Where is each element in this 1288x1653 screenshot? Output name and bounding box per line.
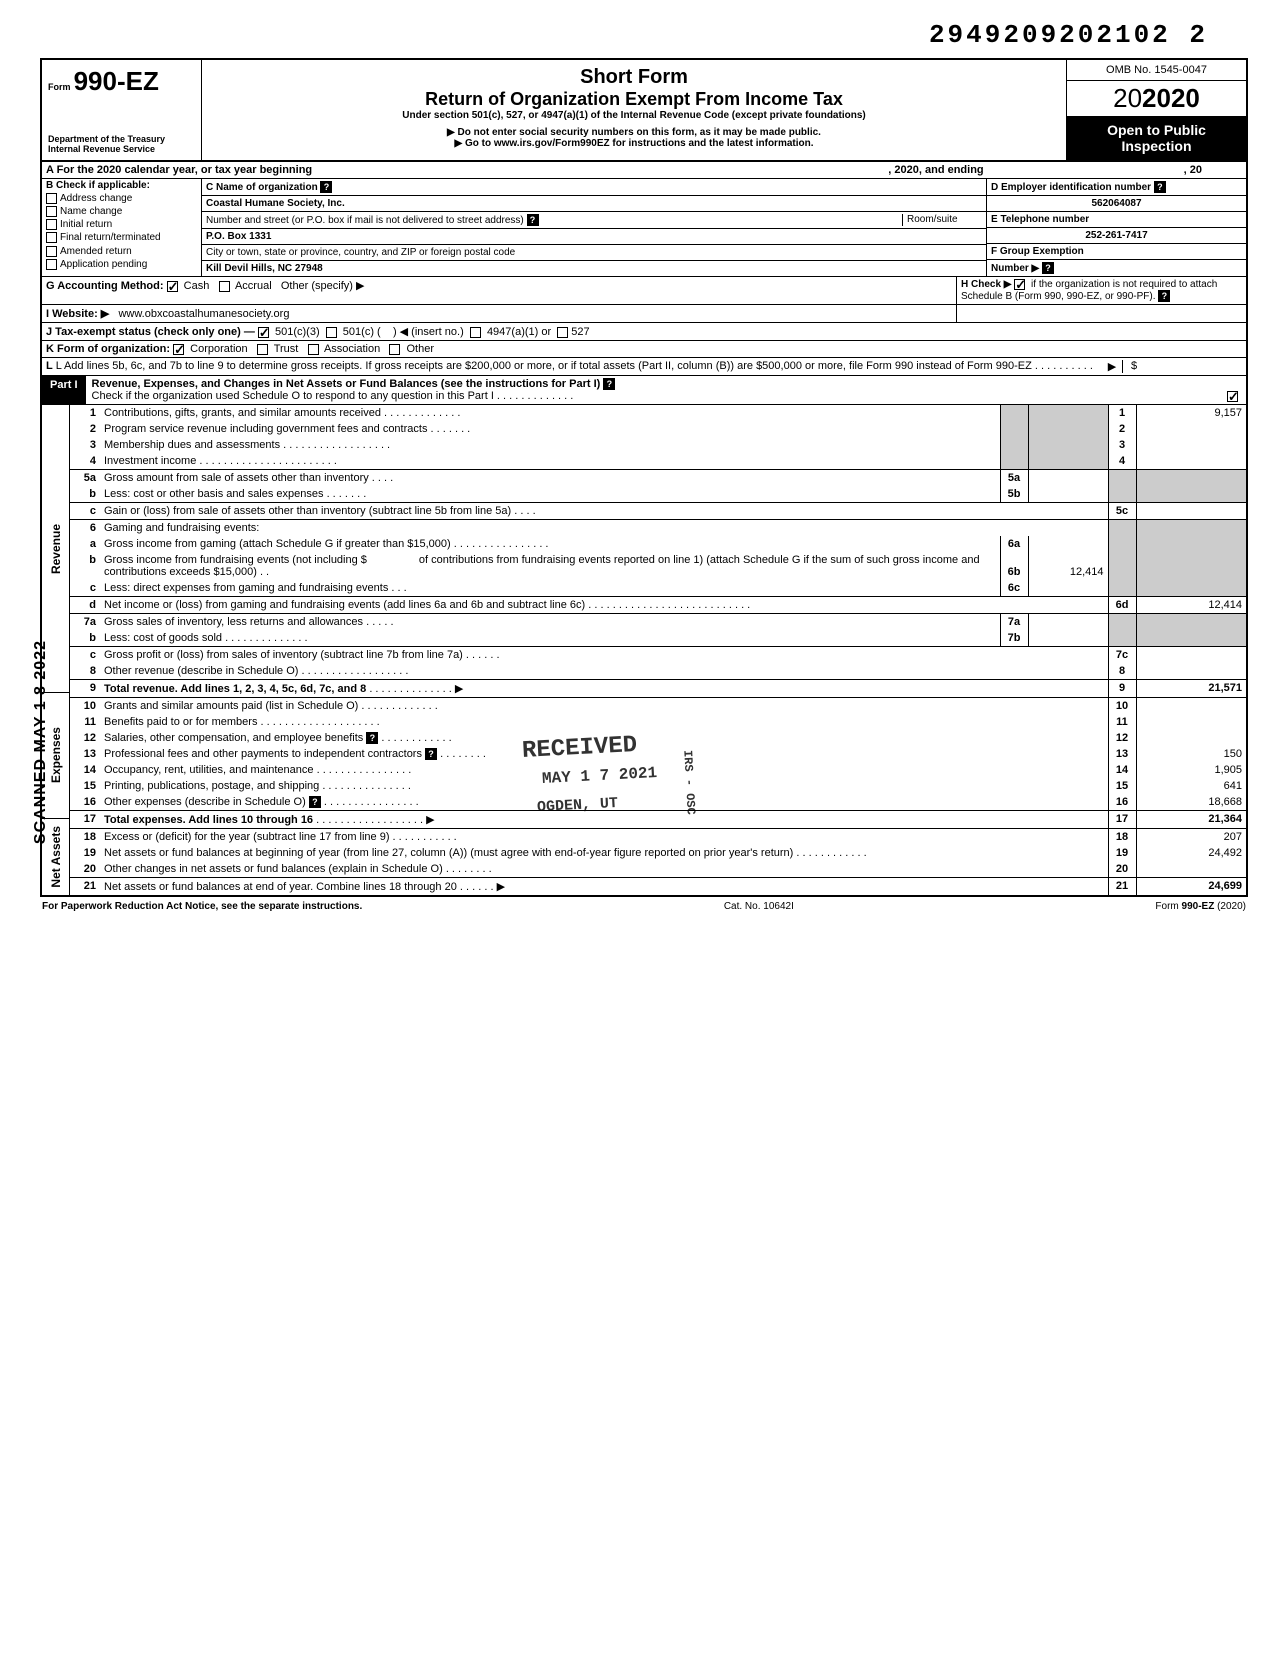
- telephone: 252-261-7417: [987, 228, 1246, 244]
- chk-schedule-b[interactable]: [1014, 279, 1025, 290]
- line-i: I Website: ▶ www.obxcoastalhumanesociety…: [40, 305, 1248, 323]
- title-short: Short Form: [212, 66, 1056, 89]
- chk-501c[interactable]: [326, 327, 337, 338]
- scanned-stamp: SCANNED MAY 1 8 2022: [32, 640, 50, 844]
- chk-501c3[interactable]: [258, 327, 269, 338]
- chk-address-change[interactable]: [46, 193, 57, 204]
- chk-association[interactable]: [308, 344, 319, 355]
- omb-number: OMB No. 1545-0047: [1067, 60, 1246, 81]
- section-b-checkboxes: B Check if applicable: Address change Na…: [42, 179, 202, 276]
- line-g-h: G Accounting Method: Cash Accrual Other …: [40, 277, 1248, 305]
- form-number: 990-EZ: [74, 66, 159, 96]
- section-c: C Name of organization ? Coastal Humane …: [202, 179, 986, 276]
- chk-initial-return[interactable]: [46, 219, 57, 230]
- tax-year: 202020: [1067, 81, 1246, 116]
- website: www.obxcoastalhumanesociety.org: [118, 308, 289, 320]
- chk-application-pending[interactable]: [46, 259, 57, 270]
- lines-table: 1Contributions, gifts, grants, and simil…: [70, 405, 1246, 895]
- doc-locator-number: 2949209202102 2: [40, 20, 1248, 50]
- line-l: L L Add lines 5b, 6c, and 7b to line 9 t…: [40, 358, 1248, 376]
- title-main: Return of Organization Exempt From Incom…: [212, 89, 1056, 110]
- org-street: P.O. Box 1331: [202, 229, 986, 245]
- chk-name-change[interactable]: [46, 206, 57, 217]
- form-prefix: Form: [48, 82, 71, 92]
- chk-cash[interactable]: [167, 281, 178, 292]
- help-icon: ?: [320, 181, 332, 193]
- help-icon: ?: [1158, 290, 1170, 302]
- line-k: K Form of organization: Corporation Trus…: [40, 341, 1248, 358]
- lines-grid: RECEIVED MAY 1 7 2021 OGDEN, UT IRS - OS…: [40, 405, 1248, 897]
- form-990ez-page: 2949209202102 2 Form 990-EZ Department o…: [40, 20, 1248, 916]
- ssn-warning: ▶ Do not enter social security numbers o…: [212, 127, 1056, 138]
- help-icon: ?: [1042, 262, 1054, 274]
- line-j: J Tax-exempt status (check only one) — 5…: [40, 323, 1248, 341]
- part1-header: Part I Revenue, Expenses, and Changes in…: [40, 376, 1248, 405]
- form-header: Form 990-EZ Department of the Treasury I…: [40, 58, 1248, 162]
- org-name: Coastal Humane Society, Inc.: [202, 196, 986, 212]
- title-sub: Under section 501(c), 527, or 4947(a)(1)…: [212, 110, 1056, 121]
- help-icon: ?: [603, 378, 615, 390]
- line-a: A For the 2020 calendar year, or tax yea…: [40, 162, 1248, 179]
- chk-trust[interactable]: [257, 344, 268, 355]
- help-icon: ?: [527, 214, 539, 226]
- org-city: Kill Devil Hills, NC 27948: [202, 261, 986, 276]
- chk-corporation[interactable]: [173, 344, 184, 355]
- goto-link: ▶ Go to www.irs.gov/Form990EZ for instru…: [212, 138, 1056, 149]
- chk-schedule-o[interactable]: [1227, 391, 1238, 402]
- open-to-public: Open to PublicInspection: [1067, 116, 1246, 160]
- chk-amended-return[interactable]: [46, 246, 57, 257]
- help-icon: ?: [1154, 181, 1166, 193]
- section-d-e-f: D Employer identification number ? 56206…: [986, 179, 1246, 276]
- page-footer: For Paperwork Reduction Act Notice, see …: [40, 897, 1248, 916]
- ein: 562064087: [987, 196, 1246, 212]
- chk-527[interactable]: [557, 327, 568, 338]
- department: Department of the Treasury Internal Reve…: [48, 134, 195, 154]
- chk-accrual[interactable]: [219, 281, 230, 292]
- chk-final-return[interactable]: [46, 232, 57, 243]
- chk-other-org[interactable]: [389, 344, 400, 355]
- header-info-block: B Check if applicable: Address change Na…: [40, 179, 1248, 277]
- chk-4947[interactable]: [470, 327, 481, 338]
